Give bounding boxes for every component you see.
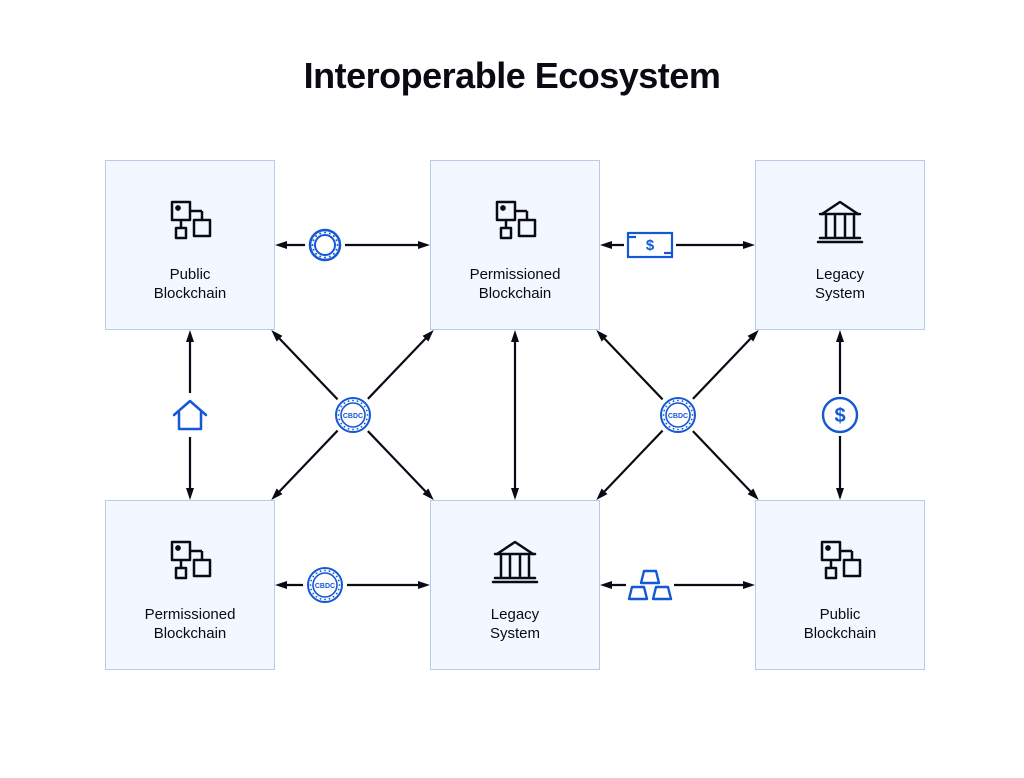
bank-icon xyxy=(812,187,868,257)
node-label: Public Blockchain xyxy=(804,605,877,644)
blocks-icon xyxy=(162,187,218,257)
svg-text:CBDC: CBDC xyxy=(667,413,687,420)
node-n0: Public Blockchain xyxy=(105,160,275,330)
svg-text:$: $ xyxy=(645,237,654,254)
node-n1: Permissioned Blockchain xyxy=(430,160,600,330)
blocks-icon xyxy=(162,527,218,597)
diagram-stage: Interoperable Ecosystem Public Blockchai… xyxy=(0,0,1024,778)
cbdc-icon: CBDC xyxy=(303,563,347,607)
bank-icon xyxy=(487,527,543,597)
node-label: Legacy System xyxy=(490,605,540,644)
node-n4: Legacy System xyxy=(430,500,600,670)
ring-icon xyxy=(305,225,345,265)
blocks-icon xyxy=(812,527,868,597)
node-label: Public Blockchain xyxy=(154,265,227,304)
node-label: Legacy System xyxy=(815,265,865,304)
house-icon xyxy=(168,393,212,437)
cbdc-badge: CBDC xyxy=(656,393,700,437)
svg-text:CBDC: CBDC xyxy=(342,413,362,420)
node-n3: Permissioned Blockchain xyxy=(105,500,275,670)
bars-icon xyxy=(626,565,674,605)
dollar-icon: $ xyxy=(819,394,861,436)
node-label: Permissioned Blockchain xyxy=(145,605,236,644)
svg-text:$: $ xyxy=(834,405,845,427)
page-title: Interoperable Ecosystem xyxy=(0,55,1024,97)
cbdc-badge: CBDC xyxy=(331,393,375,437)
node-label: Permissioned Blockchain xyxy=(470,265,561,304)
blocks-icon xyxy=(487,187,543,257)
svg-text:CBDC: CBDC xyxy=(314,583,334,590)
node-n5: Public Blockchain xyxy=(755,500,925,670)
node-n2: Legacy System xyxy=(755,160,925,330)
cash-icon: $ xyxy=(624,227,676,263)
